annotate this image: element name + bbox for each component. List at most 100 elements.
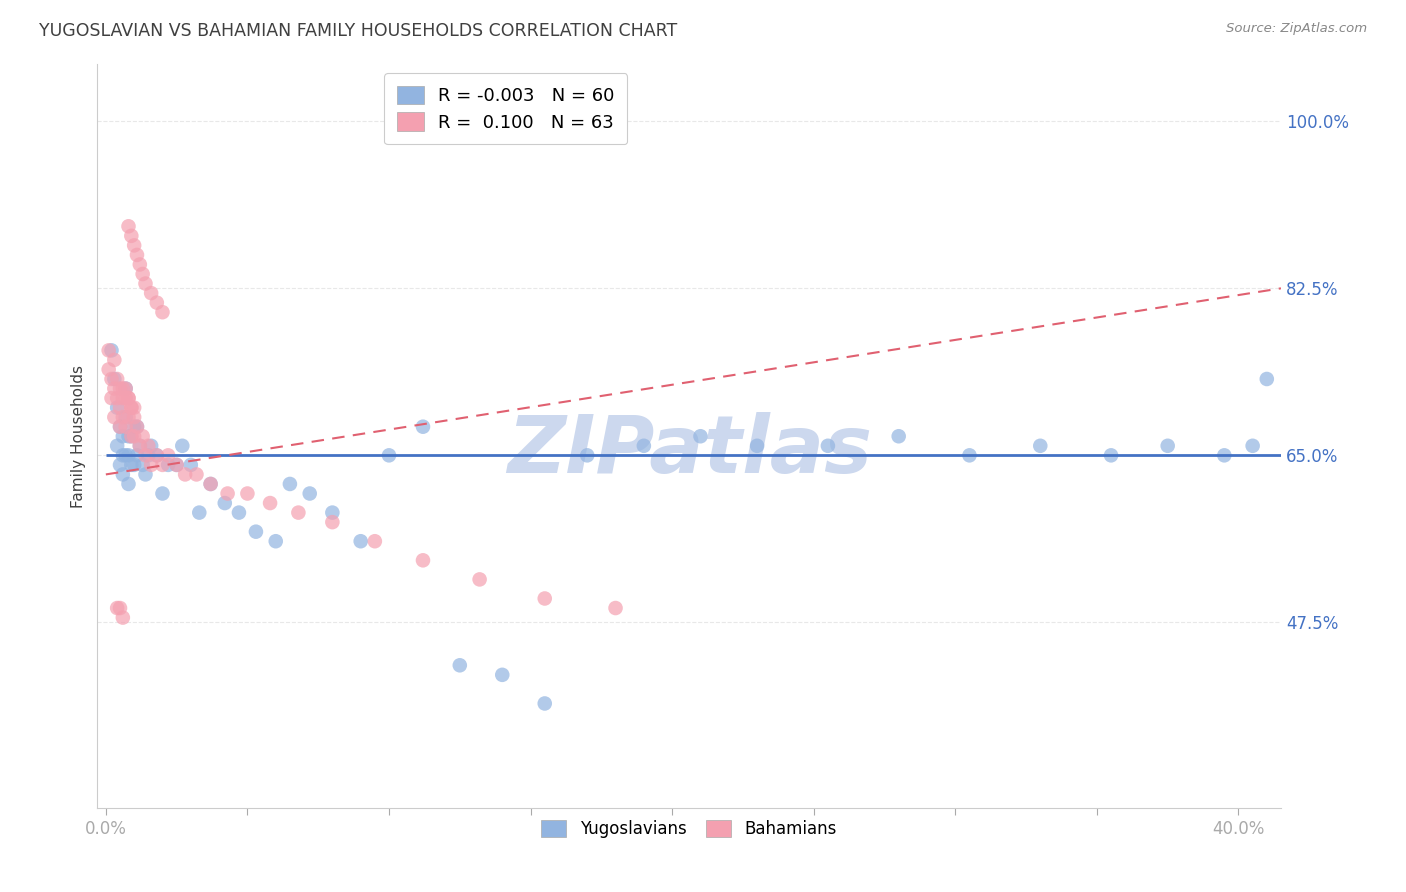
- Point: [122, 429, 145, 443]
- Point: [117, 391, 139, 405]
- Point: [959, 448, 981, 462]
- Point: [105, 372, 128, 386]
- Point: [745, 439, 768, 453]
- Point: [120, 401, 142, 415]
- Point: [1213, 448, 1236, 462]
- Point: [114, 419, 136, 434]
- Point: [449, 658, 471, 673]
- Point: [236, 486, 259, 500]
- Point: [111, 429, 134, 443]
- Point: [128, 257, 150, 271]
- Point: [817, 439, 839, 453]
- Point: [166, 458, 188, 472]
- Point: [117, 391, 139, 405]
- Point: [103, 372, 125, 386]
- Point: [278, 477, 301, 491]
- Point: [122, 410, 145, 425]
- Point: [114, 448, 136, 462]
- Point: [117, 219, 139, 234]
- Point: [105, 439, 128, 453]
- Point: [122, 238, 145, 252]
- Point: [125, 448, 148, 462]
- Point: [186, 467, 208, 482]
- Point: [200, 477, 222, 491]
- Point: [136, 448, 159, 462]
- Point: [228, 506, 250, 520]
- Text: YUGOSLAVIAN VS BAHAMIAN FAMILY HOUSEHOLDS CORRELATION CHART: YUGOSLAVIAN VS BAHAMIAN FAMILY HOUSEHOLD…: [39, 22, 678, 40]
- Point: [105, 601, 128, 615]
- Point: [264, 534, 287, 549]
- Point: [114, 382, 136, 396]
- Point: [157, 448, 180, 462]
- Point: [1241, 439, 1264, 453]
- Point: [887, 429, 910, 443]
- Point: [108, 458, 131, 472]
- Point: [180, 458, 202, 472]
- Point: [533, 591, 555, 606]
- Point: [146, 448, 169, 462]
- Point: [412, 419, 434, 434]
- Point: [128, 439, 150, 453]
- Point: [172, 439, 194, 453]
- Point: [214, 496, 236, 510]
- Point: [200, 477, 222, 491]
- Point: [117, 429, 139, 443]
- Point: [108, 382, 131, 396]
- Point: [128, 439, 150, 453]
- Point: [491, 668, 513, 682]
- Point: [114, 410, 136, 425]
- Point: [103, 352, 125, 367]
- Y-axis label: Family Households: Family Households: [72, 365, 86, 508]
- Point: [125, 419, 148, 434]
- Point: [100, 391, 122, 405]
- Text: Source: ZipAtlas.com: Source: ZipAtlas.com: [1226, 22, 1367, 36]
- Point: [298, 486, 321, 500]
- Point: [136, 439, 159, 453]
- Point: [1157, 439, 1180, 453]
- Point: [1256, 372, 1278, 386]
- Point: [97, 343, 120, 358]
- Point: [152, 305, 174, 319]
- Point: [321, 506, 343, 520]
- Point: [217, 486, 239, 500]
- Point: [689, 429, 711, 443]
- Point: [174, 467, 197, 482]
- Point: [100, 372, 122, 386]
- Point: [120, 429, 142, 443]
- Point: [321, 515, 343, 529]
- Point: [166, 458, 188, 472]
- Point: [412, 553, 434, 567]
- Point: [108, 419, 131, 434]
- Point: [131, 267, 153, 281]
- Point: [120, 401, 142, 415]
- Point: [120, 228, 142, 243]
- Point: [111, 448, 134, 462]
- Point: [108, 401, 131, 415]
- Point: [105, 391, 128, 405]
- Point: [114, 382, 136, 396]
- Point: [134, 277, 156, 291]
- Point: [378, 448, 401, 462]
- Point: [364, 534, 387, 549]
- Point: [122, 401, 145, 415]
- Point: [350, 534, 373, 549]
- Point: [152, 486, 174, 500]
- Point: [131, 429, 153, 443]
- Point: [157, 458, 180, 472]
- Point: [105, 401, 128, 415]
- Point: [97, 362, 120, 376]
- Point: [103, 382, 125, 396]
- Point: [468, 573, 491, 587]
- Point: [111, 610, 134, 624]
- Point: [134, 448, 156, 462]
- Point: [146, 448, 169, 462]
- Point: [141, 439, 163, 453]
- Point: [100, 343, 122, 358]
- Point: [111, 410, 134, 425]
- Point: [120, 429, 142, 443]
- Point: [287, 506, 309, 520]
- Point: [134, 467, 156, 482]
- Point: [125, 248, 148, 262]
- Point: [108, 419, 131, 434]
- Point: [1029, 439, 1052, 453]
